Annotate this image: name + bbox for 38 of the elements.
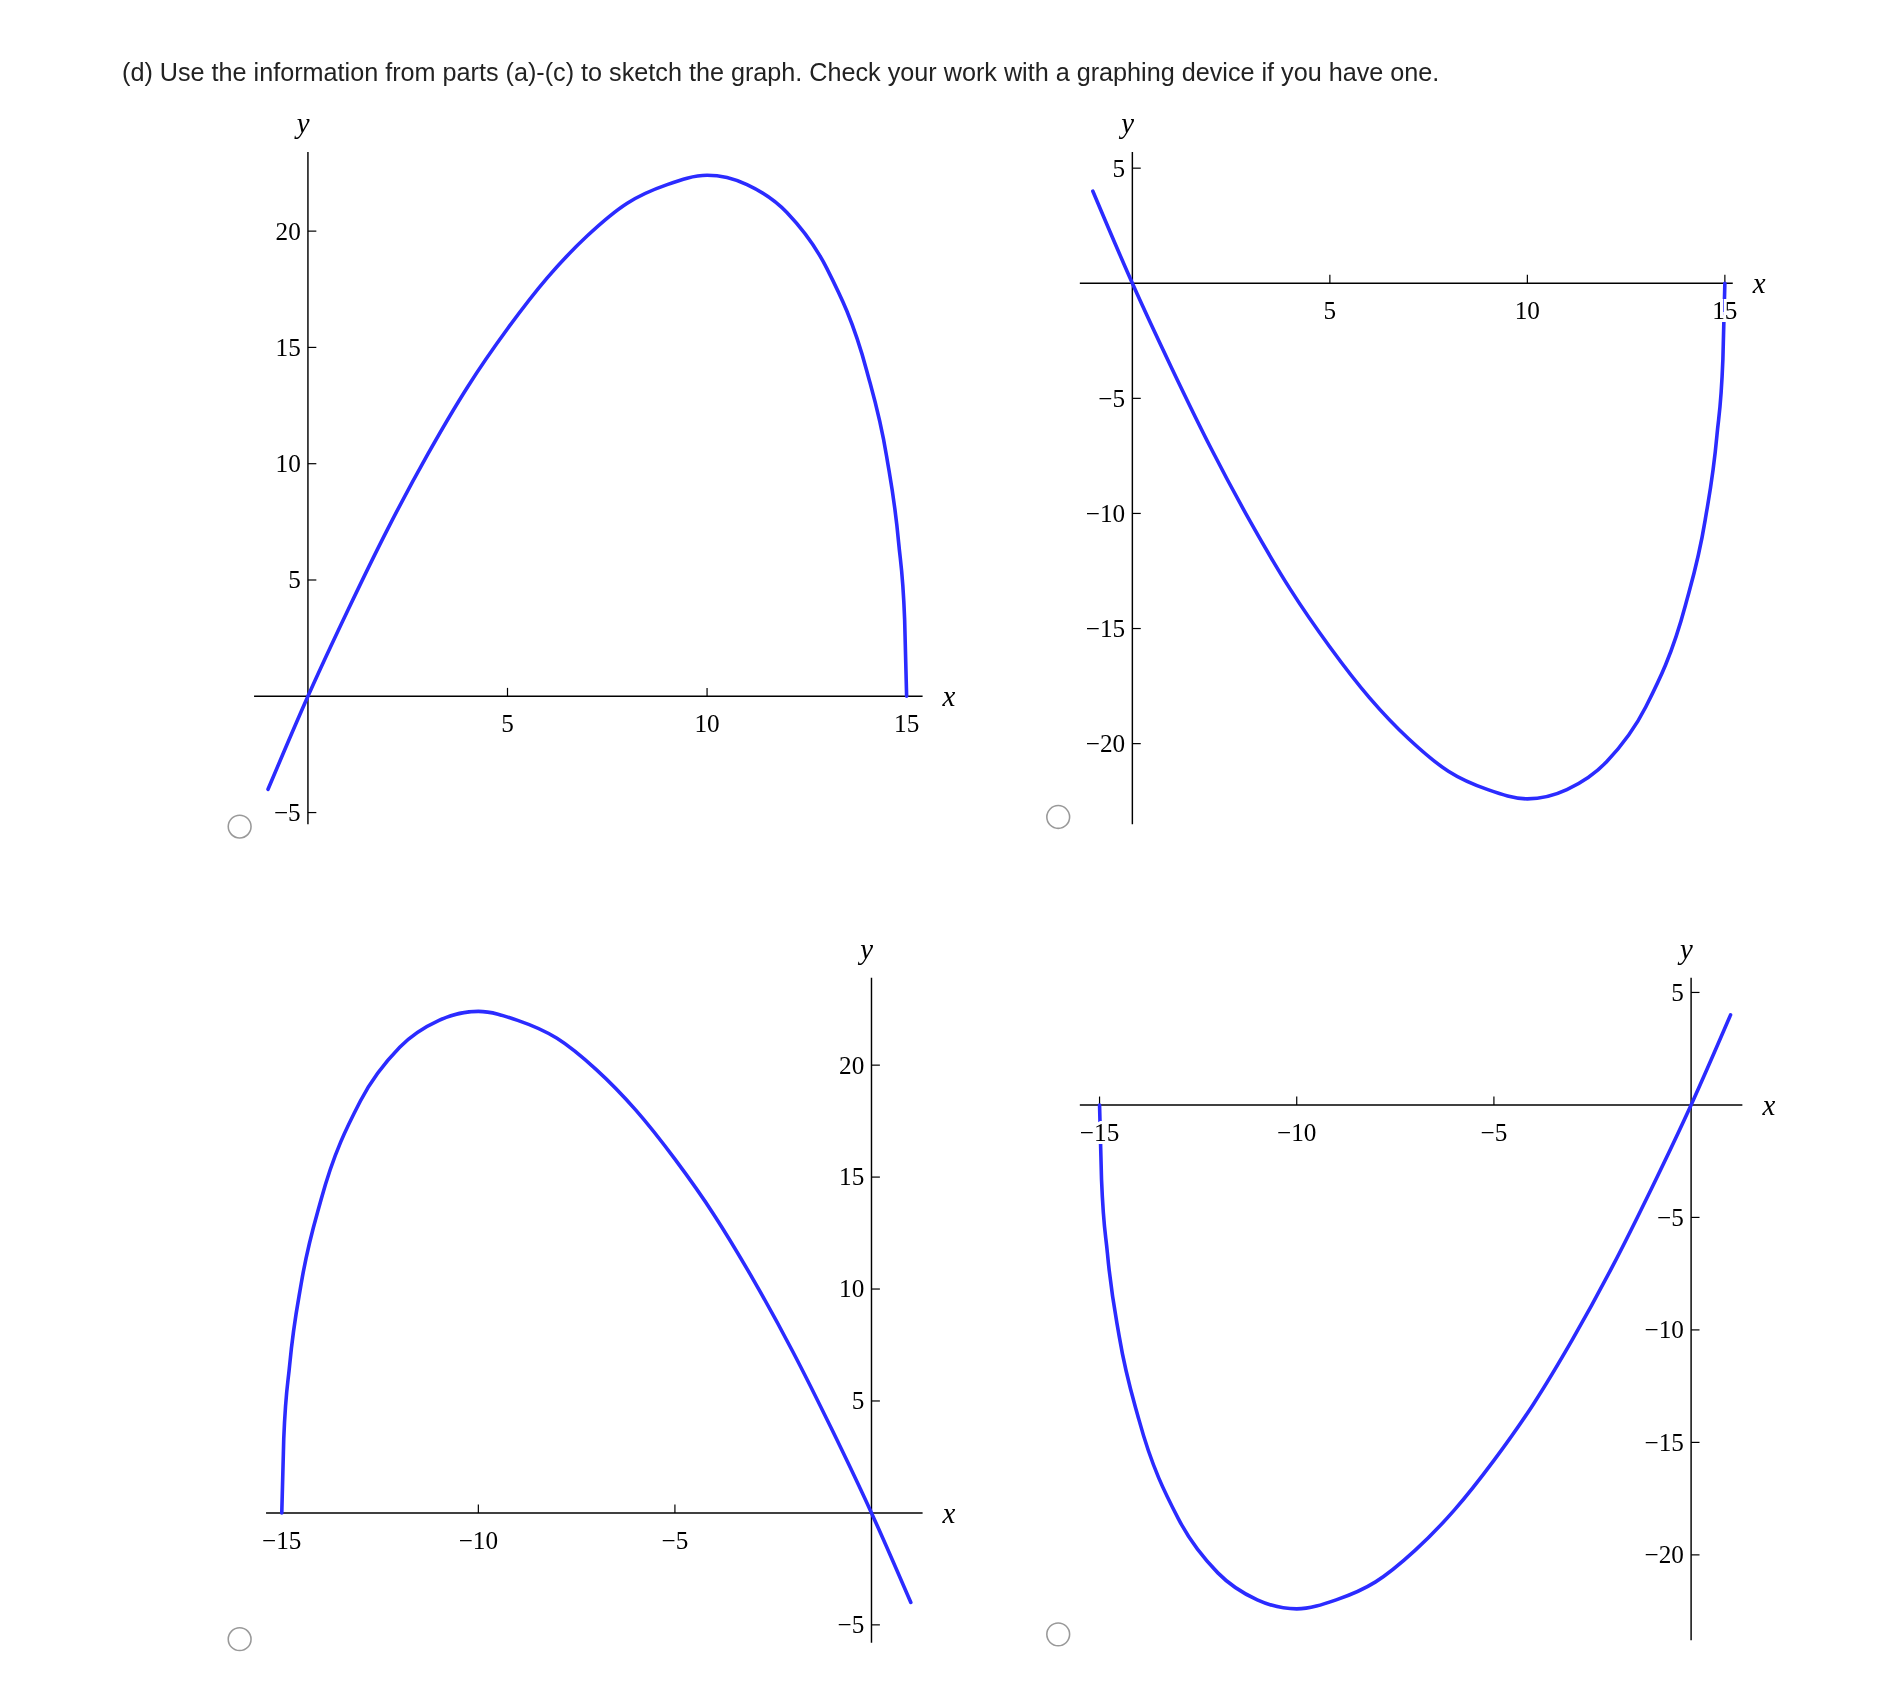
x-axis-title: x: [1761, 1088, 1776, 1121]
chart-title: (d) Use the information from parts (a)-(c) to sketch the graph. Check your work with a graphing device if you have one.: [122, 58, 1440, 87]
y-tick-label: 5: [1671, 978, 1684, 1006]
x-tick-label: 10: [694, 710, 720, 738]
y-tick-label: 5: [1112, 154, 1126, 182]
x-tick-label: −5: [661, 1526, 689, 1554]
x-axis-title: x: [941, 679, 956, 712]
x-tick-label: −10: [1277, 1118, 1317, 1146]
y-axis-title: y: [1118, 106, 1135, 139]
y-tick-label: 20: [839, 1051, 865, 1079]
y-tick-label: −15: [1085, 614, 1126, 642]
y-tick-label: −20: [1085, 730, 1126, 758]
y-tick-label: −10: [1644, 1316, 1684, 1344]
x-tick-label: −5: [1480, 1118, 1508, 1146]
x-tick-label: 5: [1323, 297, 1337, 325]
x-tick-label: 10: [1514, 297, 1540, 325]
y-tick-label: −5: [1657, 1203, 1684, 1231]
y-tick-label: −10: [1085, 499, 1126, 527]
y-tick-label: −15: [1644, 1428, 1684, 1456]
y-tick-label: 20: [275, 217, 301, 245]
y-axis-title: y: [1676, 932, 1693, 965]
y-axis-title: y: [857, 932, 874, 965]
y-tick-label: −5: [1098, 384, 1126, 412]
y-tick-label: 5: [288, 566, 301, 594]
y-tick-label: 15: [275, 333, 301, 361]
y-tick-label: 10: [839, 1275, 865, 1303]
x-axis-title: x: [1751, 266, 1766, 299]
y-tick-label: −20: [1644, 1541, 1684, 1569]
y-tick-label: 15: [839, 1163, 865, 1191]
x-tick-label: 15: [894, 710, 920, 738]
x-axis-title: x: [941, 1496, 956, 1529]
y-tick-label: 5: [851, 1387, 865, 1415]
x-tick-label: 5: [501, 710, 514, 738]
y-tick-label: 10: [275, 450, 301, 478]
y-tick-label: −5: [273, 798, 301, 826]
x-tick-label: −10: [458, 1526, 499, 1554]
y-tick-label: −5: [837, 1611, 865, 1639]
y-axis-title: y: [293, 106, 310, 139]
